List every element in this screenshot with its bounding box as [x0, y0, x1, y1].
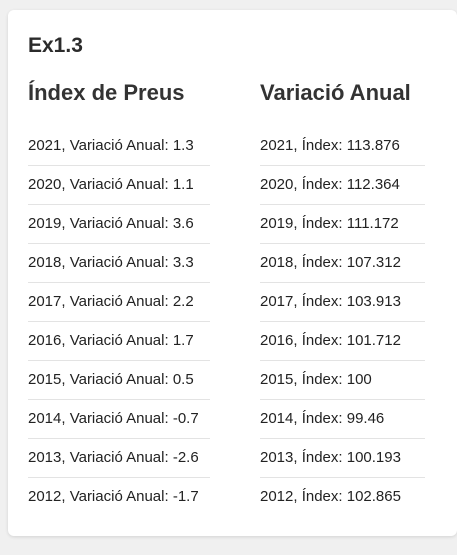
price-index-column: Índex de Preus 2021, Variació Anual: 1.3… — [28, 78, 210, 516]
list-item: 2018, Índex: 107.312 — [260, 244, 425, 283]
left-column-heading: Índex de Preus — [28, 80, 185, 105]
list-item: 2014, Variació Anual: -0.7 — [28, 400, 210, 439]
list-item: 2013, Variació Anual: -2.6 — [28, 439, 210, 478]
list-item: 2019, Índex: 111.172 — [260, 205, 425, 244]
right-column-list: 2021, Índex: 113.876 2020, Índex: 112.36… — [260, 127, 425, 516]
list-item: 2013, Índex: 100.193 — [260, 439, 425, 478]
annual-variation-column: Variació Anual 2021, Índex: 113.876 2020… — [260, 78, 425, 516]
left-column-list: 2021, Variació Anual: 1.3 2020, Variació… — [28, 127, 210, 516]
list-item: 2012, Variació Anual: -1.7 — [28, 488, 199, 505]
list-item: 2015, Variació Anual: 0.5 — [28, 361, 210, 400]
right-column-heading: Variació Anual — [260, 80, 411, 105]
list-item: 2018, Variació Anual: 3.3 — [28, 244, 210, 283]
exercise-card: Ex1.3 Índex de Preus 2021, Variació Anua… — [8, 10, 457, 536]
list-item: 2020, Variació Anual: 1.1 — [28, 166, 210, 205]
list-item: 2019, Variació Anual: 3.6 — [28, 205, 210, 244]
list-item: 2012, Índex: 102.865 — [260, 488, 401, 505]
list-item: 2017, Índex: 103.913 — [260, 283, 425, 322]
page-title: Ex1.3 — [28, 34, 83, 57]
list-item: 2021, Variació Anual: 1.3 — [28, 127, 210, 166]
list-item: 2020, Índex: 112.364 — [260, 166, 425, 205]
list-item: 2015, Índex: 100 — [260, 361, 425, 400]
list-item: 2016, Variació Anual: 1.7 — [28, 322, 210, 361]
list-item: 2017, Variació Anual: 2.2 — [28, 283, 210, 322]
list-item: 2016, Índex: 101.712 — [260, 322, 425, 361]
list-item: 2021, Índex: 113.876 — [260, 127, 425, 166]
list-item: 2014, Índex: 99.46 — [260, 400, 425, 439]
